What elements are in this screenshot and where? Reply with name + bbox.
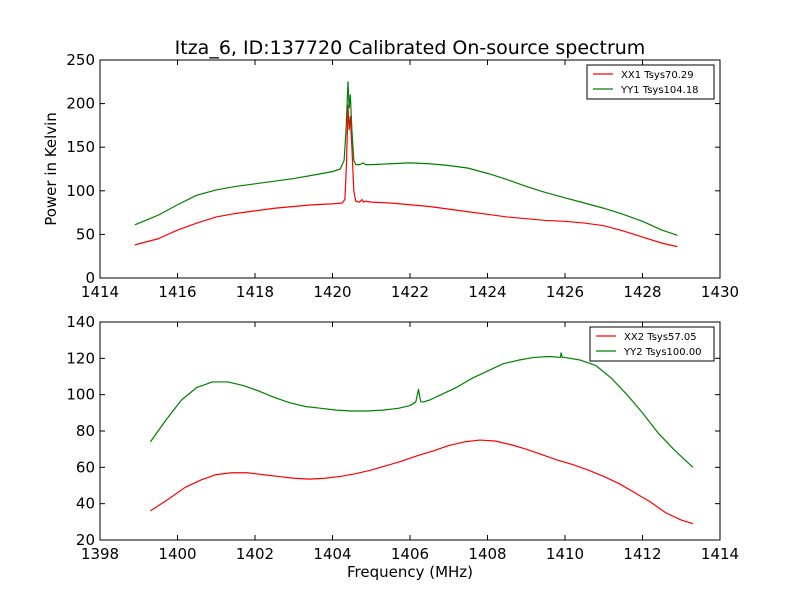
y-tick-label: 250: [66, 51, 95, 69]
x-tick-label: 1406: [391, 545, 429, 563]
x-tick-label: 1404: [313, 545, 351, 563]
x-tick-label: 1408: [468, 545, 506, 563]
legend-box: [589, 326, 715, 362]
x-tick-label: 1428: [623, 283, 661, 301]
legend-label: YY1 Tsys104.18: [620, 85, 699, 96]
y-tick-label: 80: [76, 422, 95, 440]
series-line-green: [149, 352, 694, 468]
x-tick-label: 1426: [546, 283, 584, 301]
x-tick-label: 1416: [158, 283, 196, 301]
x-tick-label: 1424: [468, 283, 506, 301]
x-axis-title: Frequency (MHz): [347, 563, 473, 581]
y-tick-label: 50: [76, 225, 95, 243]
legend-label: XX1 Tsys70.29: [621, 70, 694, 81]
legend-box: [586, 64, 715, 100]
x-tick-label: 1412: [623, 545, 661, 563]
legend: XX1 Tsys70.29 YY1 Tsys104.18: [586, 64, 715, 100]
x-tick-label: 1418: [236, 283, 274, 301]
x-tick-label: 1420: [313, 283, 351, 301]
y-tick-label: 120: [66, 349, 95, 367]
plot-top: 1414 1416 1418 1420 1422 1424 1426 1428 1430 0 50 1…: [66, 51, 739, 301]
x-tick-label: 1422: [391, 283, 429, 301]
y-axis-title: Power in Kelvin: [42, 112, 60, 226]
y-tick-label: 40: [76, 495, 95, 513]
y-tick-label: 60: [76, 458, 95, 476]
x-tick-label: 1430: [701, 283, 739, 301]
x-tick-label: 1414: [81, 283, 119, 301]
plot-bottom: 1398 1400 1402 1404 1406 1408 1410 1412 1414 20 40…: [66, 313, 739, 563]
legend-label: XX2 Tsys57.05: [624, 332, 697, 343]
y-tick-label: 20: [76, 531, 95, 549]
y-tick-label: 200: [66, 95, 95, 113]
y-tick-label: 100: [66, 386, 95, 404]
x-tick-label: 1410: [546, 545, 584, 563]
x-tick-label: 1402: [236, 545, 274, 563]
legend-label: YY2 Tsys100.00: [623, 347, 702, 358]
legend: XX2 Tsys57.05 YY2 Tsys100.00: [589, 326, 715, 362]
x-tick-label: 1400: [158, 545, 196, 563]
y-tick-label: 100: [66, 182, 95, 200]
y-tick-label: 150: [66, 138, 95, 156]
y-tick-label: 0: [85, 269, 95, 287]
series-line-red: [150, 439, 694, 525]
y-tick-label: 140: [66, 313, 95, 331]
x-tick-label: 1414: [701, 545, 739, 563]
series-line-green: [134, 81, 678, 236]
series-line-red: [134, 104, 678, 248]
x-tick-label: 1398: [81, 545, 119, 563]
figure-title: Itza_6, ID:137720 Calibrated On-source s…: [175, 37, 646, 59]
